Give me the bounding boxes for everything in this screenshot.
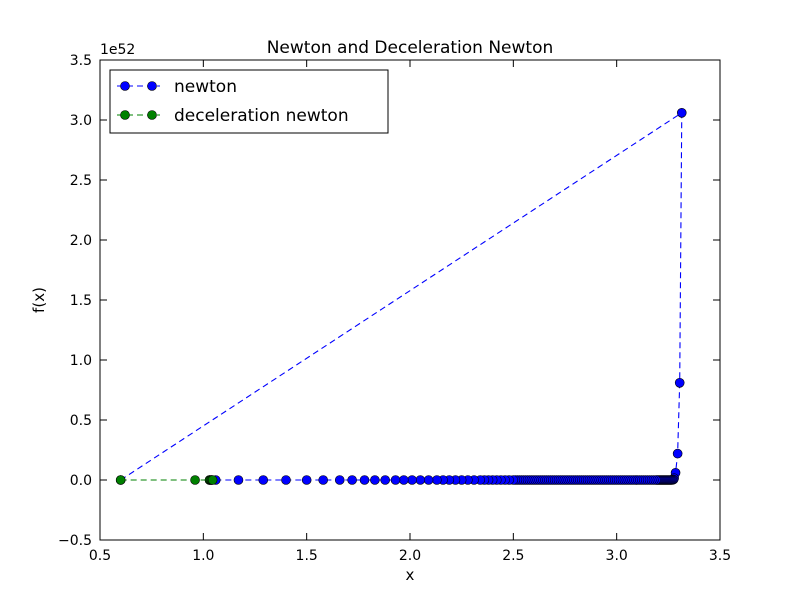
data-point-newton — [398, 475, 409, 485]
legend-marker-deceleration-newton-end — [147, 110, 157, 120]
plot-area — [100, 60, 720, 540]
x-tick-label: 1.5 — [296, 548, 318, 564]
y-tick-label: 3.5 — [70, 53, 92, 69]
x-tick-label: 3.5 — [709, 548, 731, 564]
legend-marker-newton-end — [147, 81, 157, 91]
data-point-newton — [415, 475, 426, 485]
legend-marker-deceleration-newton — [120, 110, 130, 120]
data-point-newton — [370, 475, 380, 485]
data-point-newton — [380, 475, 391, 485]
legend-label-deceleration-newton: deceleration newton — [174, 106, 349, 126]
data-point-newton — [347, 475, 357, 485]
y-tick-label: 2.0 — [70, 233, 92, 249]
data-point-newton — [672, 448, 683, 459]
data-point-deceleration-newton — [115, 475, 126, 485]
x-tick-label: 3.0 — [606, 548, 628, 564]
data-point-newton — [359, 475, 370, 485]
legend-box — [109, 69, 389, 134]
x-tick-label: 1.0 — [192, 548, 214, 564]
y-axis-ticks: −0.5 0.0 0.5 1.0 1.5 2.0 2.5 3.0 3.5 — [58, 53, 720, 549]
data-point-newton — [674, 377, 685, 388]
data-point-newton — [233, 475, 244, 485]
chart-title: Newton and Deceleration Newton — [267, 38, 554, 58]
data-point-deceleration-newton — [207, 475, 218, 485]
data-point-newton — [301, 475, 312, 485]
y-axis-label: f(x) — [30, 287, 48, 313]
y-tick-label: −0.5 — [58, 533, 92, 549]
y-tick-label: 2.5 — [70, 173, 92, 189]
data-point-newton — [258, 475, 269, 485]
y-tick-label: 3.0 — [70, 113, 92, 129]
legend-marker-newton — [120, 81, 130, 91]
data-point-newton — [432, 475, 442, 485]
series-layer — [115, 108, 687, 485]
x-tick-label: 0.5 — [89, 548, 111, 564]
data-point-newton — [423, 475, 434, 485]
y-axis-offset-label: 1e52 — [100, 42, 135, 58]
x-axis-ticks: 0.5 1.0 1.5 2.0 2.5 3.0 3.5 — [89, 60, 731, 564]
y-tick-label: 0.0 — [70, 473, 92, 489]
data-point-newton — [281, 475, 291, 485]
data-point-newton — [334, 475, 345, 485]
data-point-newton — [407, 475, 417, 485]
y-tick-label: 1.0 — [70, 353, 92, 369]
data-point-newton — [318, 475, 329, 485]
legend: newton deceleration newton — [109, 69, 389, 134]
data-point-newton — [390, 475, 401, 485]
x-tick-label: 2.5 — [502, 548, 524, 564]
data-point-deceleration-newton — [190, 475, 200, 485]
legend-label-newton: newton — [174, 77, 237, 97]
y-tick-label: 0.5 — [70, 413, 92, 429]
x-axis-label: x — [406, 566, 415, 584]
x-tick-label: 2.0 — [399, 548, 421, 564]
y-tick-label: 1.5 — [70, 293, 92, 309]
data-point-newton — [676, 108, 687, 118]
